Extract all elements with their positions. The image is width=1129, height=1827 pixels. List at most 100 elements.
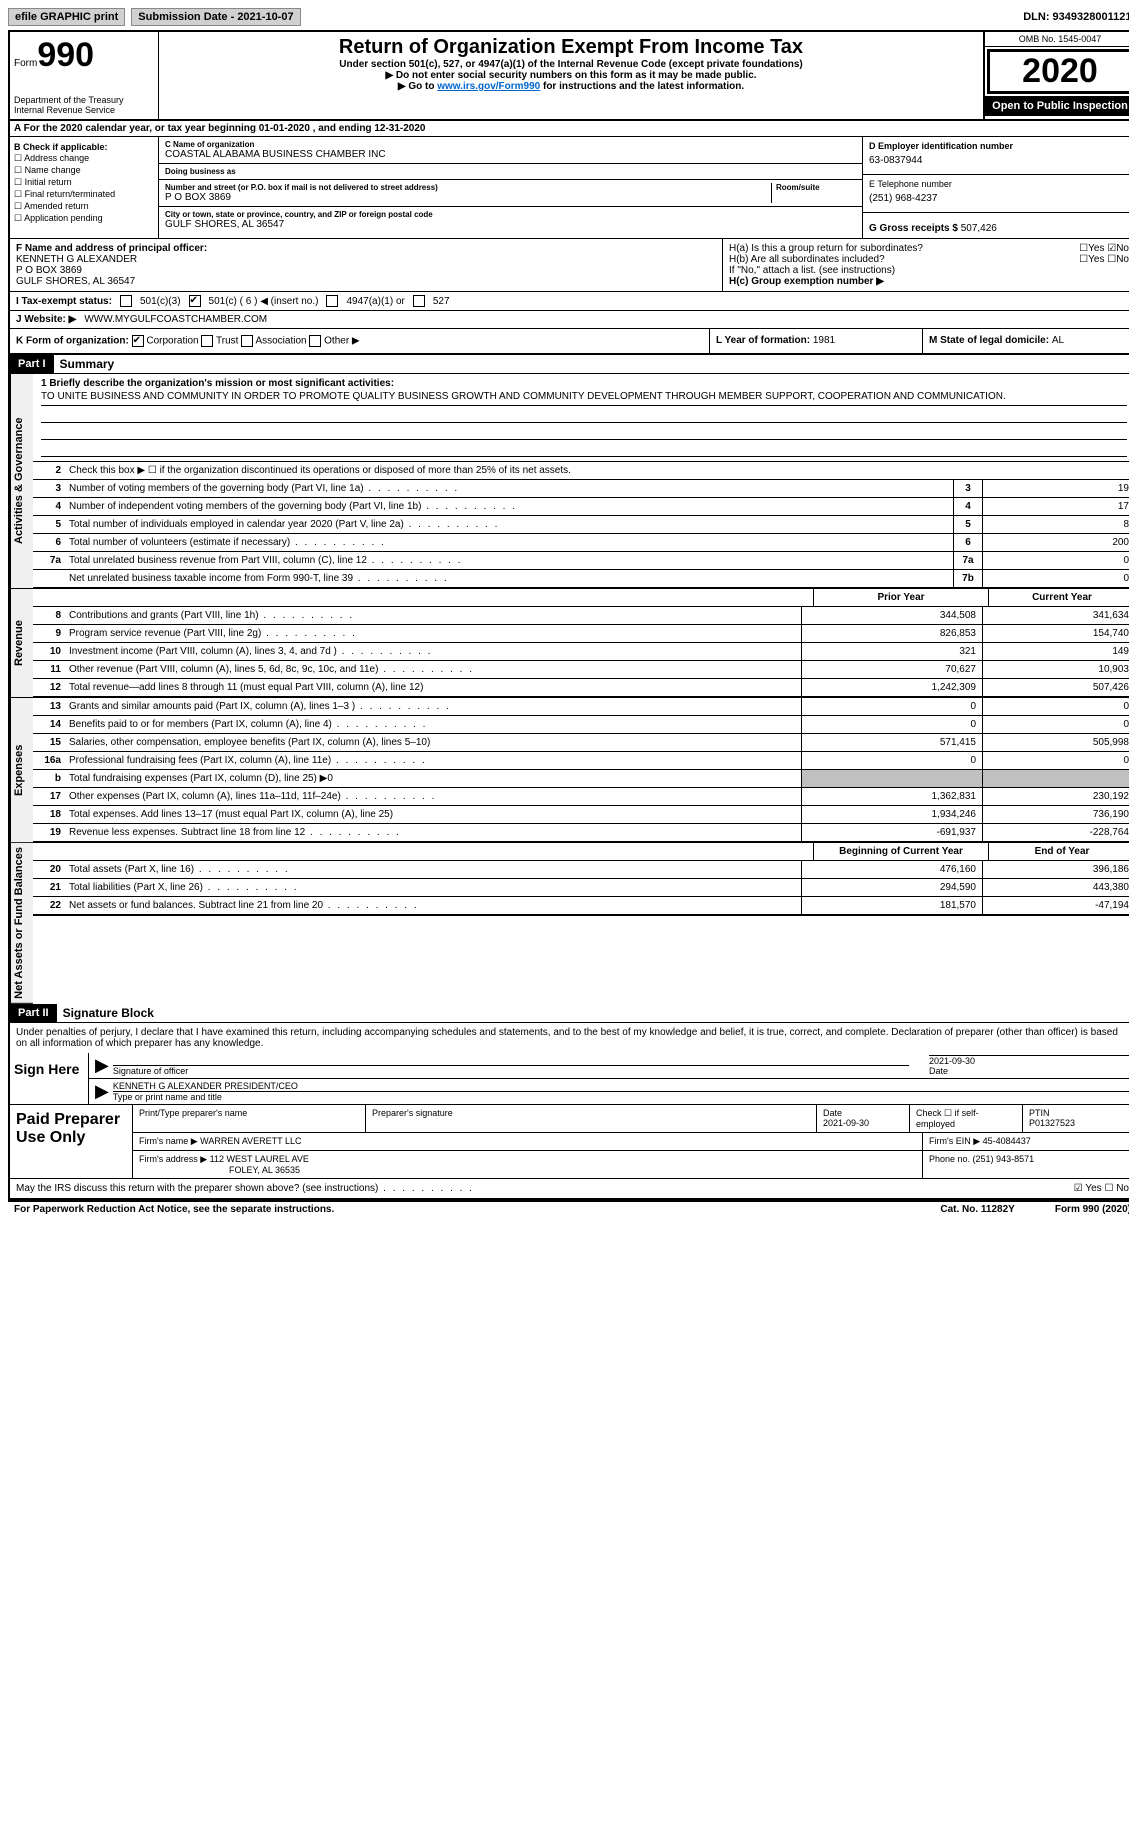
colhead-current: Current Year <box>988 589 1129 606</box>
line17-curr: 230,192 <box>982 788 1129 805</box>
line15-prior: 571,415 <box>801 734 982 751</box>
governance-section: Activities & Governance 1 Briefly descri… <box>10 374 1129 589</box>
line16a-curr: 0 <box>982 752 1129 769</box>
line8-prior: 344,508 <box>801 607 982 624</box>
ha-no: No <box>1116 243 1129 254</box>
chk-assoc[interactable] <box>241 335 253 347</box>
chk-address-change[interactable]: ☐ Address change <box>14 153 154 164</box>
hb-yes: Yes <box>1088 254 1104 265</box>
line18-curr: 736,190 <box>982 806 1129 823</box>
prep-date-val: 2021-09-30 <box>823 1118 903 1128</box>
line9-num: 9 <box>33 625 65 642</box>
col-f-officer: F Name and address of principal officer:… <box>10 239 723 291</box>
line19-desc: Revenue less expenses. Subtract line 18 … <box>65 824 801 841</box>
line16b-prior-shade <box>801 770 982 787</box>
revenue-section: Revenue Prior Year Current Year 8Contrib… <box>10 589 1129 698</box>
chk-501c3[interactable] <box>120 295 132 307</box>
top-toolbar: efile GRAPHIC print Submission Date - 20… <box>8 8 1129 26</box>
line9-curr: 154,740 <box>982 625 1129 642</box>
line15-num: 15 <box>33 734 65 751</box>
line4-val: 17 <box>982 498 1129 515</box>
line11-curr: 10,903 <box>982 661 1129 678</box>
opt-trust: Trust <box>216 336 238 347</box>
line6-box: 6 <box>953 534 982 551</box>
chk-name-change[interactable]: ☐ Name change <box>14 165 154 176</box>
chk-501c[interactable] <box>189 295 201 307</box>
room-label: Room/suite <box>776 183 856 192</box>
part2-header-row: Part II Signature Block <box>10 1004 1129 1023</box>
chk-initial-return[interactable]: ☐ Initial return <box>14 177 154 188</box>
sig-date-val: 2021-09-30 <box>929 1056 975 1066</box>
line21-boy: 294,590 <box>801 879 982 896</box>
ha-yes: Yes <box>1088 243 1104 254</box>
line14-prior: 0 <box>801 716 982 733</box>
mission-text: TO UNITE BUSINESS AND COMMUNITY IN ORDER… <box>41 389 1127 406</box>
efile-button[interactable]: efile GRAPHIC print <box>8 8 125 26</box>
omb-label: OMB No. 1545-0047 <box>985 32 1129 47</box>
mission-label: 1 Briefly describe the organization's mi… <box>41 378 1127 389</box>
line7b-val: 0 <box>982 570 1129 587</box>
line8-num: 8 <box>33 607 65 624</box>
line12-prior: 1,242,309 <box>801 679 982 696</box>
opt-assoc: Association <box>255 336 306 347</box>
firm-addr2: FOLEY, AL 36535 <box>229 1165 300 1175</box>
line20-num: 20 <box>33 861 65 878</box>
paid-preparer-block: Paid Preparer Use Only Print/Type prepar… <box>10 1105 1129 1179</box>
form-subtitle-1: Under section 501(c), 527, or 4947(a)(1)… <box>163 59 979 70</box>
line21-num: 21 <box>33 879 65 896</box>
vtab-revenue: Revenue <box>10 589 33 698</box>
colhead-prior: Prior Year <box>813 589 988 606</box>
city-value: GULF SHORES, AL 36547 <box>165 219 856 230</box>
dba-label: Doing business as <box>165 167 856 176</box>
hb-label: H(b) Are all subordinates included? <box>729 254 885 265</box>
org-name: COASTAL ALABAMA BUSINESS CHAMBER INC <box>165 149 856 160</box>
chk-trust[interactable] <box>201 335 213 347</box>
line12-num: 12 <box>33 679 65 696</box>
line9-desc: Program service revenue (Part VIII, line… <box>65 625 801 642</box>
line22-eoy: -47,194 <box>982 897 1129 914</box>
goto-post: for instructions and the latest informat… <box>540 81 744 92</box>
ptin-val: P01327523 <box>1029 1118 1129 1128</box>
gross-label: G Gross receipts $ <box>869 223 961 234</box>
paid-preparer-label: Paid Preparer Use Only <box>10 1105 132 1178</box>
line7a-val: 0 <box>982 552 1129 569</box>
chk-527[interactable] <box>413 295 425 307</box>
opt-501c: 501(c) ( 6 ) ◀ (insert no.) <box>209 296 319 307</box>
line9-prior: 826,853 <box>801 625 982 642</box>
open-public-label: Open to Public Inspection <box>985 96 1129 116</box>
opt-501c3: 501(c)(3) <box>140 296 181 307</box>
line17-desc: Other expenses (Part IX, column (A), lin… <box>65 788 801 805</box>
row-a-taxyear: A For the 2020 calendar year, or tax yea… <box>10 121 1129 137</box>
chk-application-pending[interactable]: ☐ Application pending <box>14 213 154 224</box>
chk-final-return[interactable]: ☐ Final return/terminated <box>14 189 154 200</box>
vtab-netassets: Net Assets or Fund Balances <box>10 843 33 1004</box>
chk-corp[interactable] <box>132 335 144 347</box>
line18-num: 18 <box>33 806 65 823</box>
chk-4947[interactable] <box>326 295 338 307</box>
line6-num: 6 <box>33 534 65 551</box>
vtab-governance: Activities & Governance <box>10 374 33 589</box>
col-b-checkboxes: B Check if applicable: ☐ Address change … <box>10 137 159 238</box>
line21-desc: Total liabilities (Part X, line 26) <box>65 879 801 896</box>
ein-value: 63-0837944 <box>869 151 1129 170</box>
line16a-desc: Professional fundraising fees (Part IX, … <box>65 752 801 769</box>
line17-prior: 1,362,831 <box>801 788 982 805</box>
line11-num: 11 <box>33 661 65 678</box>
chk-other[interactable] <box>309 335 321 347</box>
line7a-box: 7a <box>953 552 982 569</box>
line20-boy: 476,160 <box>801 861 982 878</box>
line10-desc: Investment income (Part VIII, column (A)… <box>65 643 801 660</box>
colhead-spacer2 <box>33 843 813 860</box>
submission-date-button[interactable]: Submission Date - 2021-10-07 <box>131 8 300 26</box>
irs-link[interactable]: www.irs.gov/Form990 <box>437 81 540 92</box>
firm-name-val: WARREN AVERETT LLC <box>200 1136 301 1146</box>
firm-name-label: Firm's name ▶ <box>139 1136 198 1146</box>
line16a-prior: 0 <box>801 752 982 769</box>
discuss-yes: Yes <box>1085 1183 1101 1194</box>
b-header: B Check if applicable: <box>14 142 154 152</box>
line7a-desc: Total unrelated business revenue from Pa… <box>65 552 953 569</box>
opt-other: Other ▶ <box>324 336 359 347</box>
line17-num: 17 <box>33 788 65 805</box>
chk-amended-return[interactable]: ☐ Amended return <box>14 201 154 212</box>
website-value: WWW.MYGULFCOASTCHAMBER.COM <box>84 314 267 325</box>
